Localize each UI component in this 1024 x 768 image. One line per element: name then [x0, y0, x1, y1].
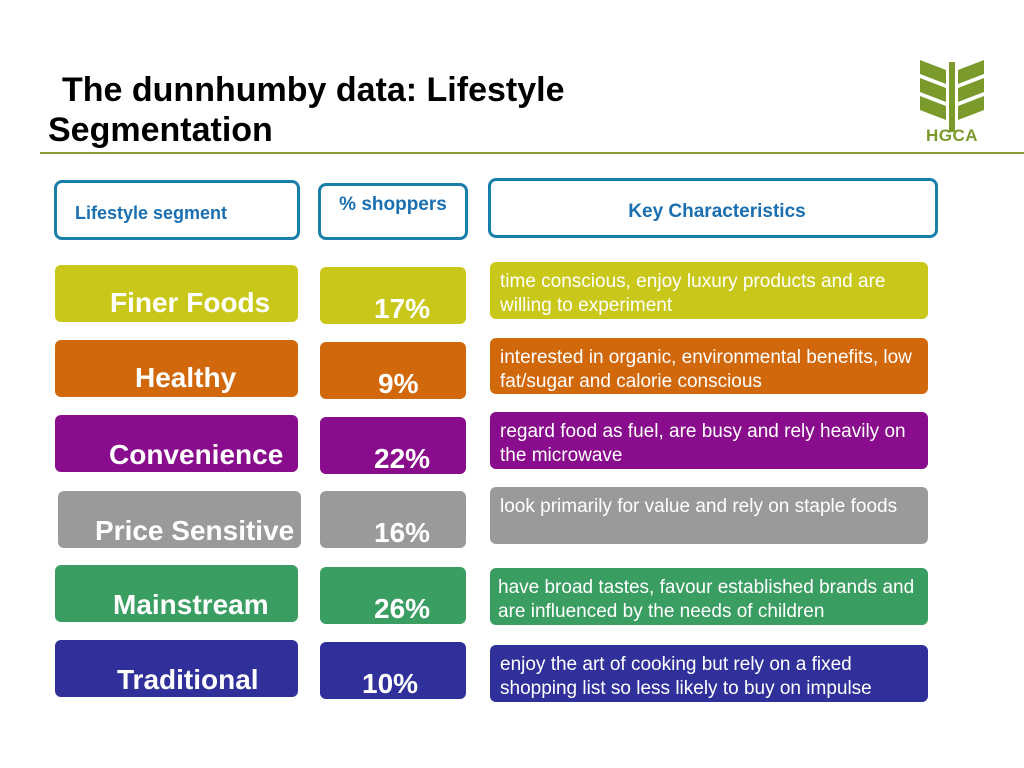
- percent-value: 17%: [374, 293, 431, 324]
- description-text: have broad tastes, favour established br…: [498, 577, 915, 622]
- percent-finer-foods: 17%: [320, 267, 466, 324]
- percent-value: 10%: [362, 668, 419, 699]
- percent-value: 9%: [378, 368, 419, 399]
- wheat-logo-icon: [920, 60, 984, 132]
- segment-healthy: Healthy: [55, 340, 298, 397]
- logo-text: HGCA: [925, 126, 979, 145]
- percent-mainstream: 26%: [320, 567, 466, 624]
- header-key-characteristics: Key Characteristics: [488, 178, 938, 238]
- percent-healthy: 9%: [320, 342, 466, 399]
- title-line-2: Segmentation: [48, 111, 273, 149]
- percent-convenience: 22%: [320, 417, 466, 474]
- header-percent-shoppers: % shoppers: [318, 183, 468, 240]
- segment-finer-foods: Finer Foods: [55, 265, 298, 322]
- description-text: regard food as fuel, are busy and rely h…: [500, 421, 906, 466]
- percent-value: 26%: [374, 593, 431, 624]
- description-convenience: regard food as fuel, are busy and rely h…: [490, 412, 928, 469]
- segment-price-sensitive: Price Sensitive: [58, 491, 301, 548]
- segment-name: Price Sensitive: [95, 515, 295, 546]
- header-percent-shoppers-label: % shoppers: [339, 194, 447, 215]
- title-divider: [40, 152, 1024, 154]
- percent-traditional: 10%: [320, 642, 466, 699]
- segment-name: Convenience: [109, 439, 284, 470]
- header-key-characteristics-label: Key Characteristics: [628, 201, 806, 222]
- percent-value: 22%: [374, 443, 431, 474]
- description-traditional: enjoy the art of cooking but rely on a f…: [490, 645, 928, 702]
- description-text: enjoy the art of cooking but rely on a f…: [500, 654, 872, 699]
- header-lifestyle-segment: Lifestyle segment: [54, 180, 300, 240]
- description-text: interested in organic, environmental ben…: [500, 347, 912, 392]
- percent-price-sensitive: 16%: [320, 491, 466, 548]
- description-price-sensitive: look primarily for value and rely on sta…: [490, 487, 928, 544]
- description-mainstream: have broad tastes, favour established br…: [490, 568, 928, 625]
- description-text: time conscious, enjoy luxury products an…: [500, 271, 886, 316]
- description-healthy: interested in organic, environmental ben…: [490, 338, 928, 394]
- page-title: The dunnhumby data: Lifestyle Segmentati…: [48, 70, 688, 150]
- header-lifestyle-segment-label: Lifestyle segment: [75, 203, 228, 223]
- segment-name: Traditional: [117, 664, 259, 695]
- description-text: look primarily for value and rely on sta…: [500, 496, 898, 517]
- description-finer-foods: time conscious, enjoy luxury products an…: [490, 262, 928, 319]
- title-line-1: The dunnhumby data: Lifestyle: [62, 71, 565, 109]
- percent-value: 16%: [374, 517, 431, 548]
- segment-mainstream: Mainstream: [55, 565, 298, 622]
- segment-name: Healthy: [135, 362, 237, 393]
- segment-name: Mainstream: [113, 589, 269, 620]
- segment-traditional: Traditional: [55, 640, 298, 697]
- segment-name: Finer Foods: [110, 287, 271, 318]
- segment-convenience: Convenience: [55, 415, 298, 472]
